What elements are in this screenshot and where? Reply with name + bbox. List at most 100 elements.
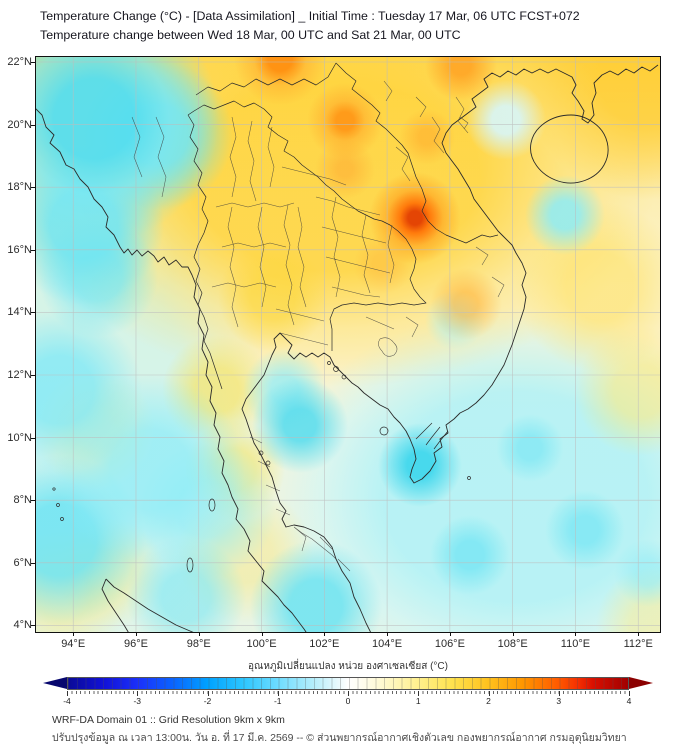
lat-tick-label: 4°N xyxy=(13,619,32,632)
province-boundaries xyxy=(131,80,505,572)
lon-tick-mark xyxy=(575,632,577,636)
phuket-island xyxy=(208,498,216,512)
lat-tick-mark xyxy=(31,124,35,126)
lon-tick-label: 100°E xyxy=(246,638,277,650)
colorbar-left-arrow xyxy=(43,677,67,689)
border-thailand-myanmar xyxy=(187,114,223,390)
lat-tick-mark xyxy=(31,62,35,63)
lat-tick-mark xyxy=(31,562,35,564)
footer-update-credit: ปรับปรุงข้อมูล ณ เวลา 13:00น. วัน อ. ที่… xyxy=(52,732,627,744)
lat-tick-mark xyxy=(31,437,35,439)
lon-tick-mark xyxy=(449,632,451,636)
graticule-gridlines xyxy=(36,57,660,632)
lon-tick-mark xyxy=(73,632,75,636)
samui-islet xyxy=(265,460,271,466)
coastline-sumatra xyxy=(101,578,194,632)
samui-islet xyxy=(258,450,264,456)
lat-tick-label: 22°N xyxy=(7,56,32,68)
lat-tick-mark xyxy=(31,312,35,314)
border-china-north xyxy=(195,62,337,96)
lon-tick-mark xyxy=(261,632,263,636)
lat-tick-label: 10°N xyxy=(7,431,32,444)
lat-tick-label: 12°N xyxy=(7,369,32,381)
colorbar-tick-value: 3 xyxy=(556,696,562,706)
lon-tick-label: 98°E xyxy=(186,638,211,650)
colorbar-tick-value: 4 xyxy=(626,696,632,706)
colorbar-tick-value: 2 xyxy=(486,696,491,706)
weh-island xyxy=(186,557,194,573)
coastline-gulf-vietnam-china xyxy=(241,64,659,632)
border-laos-vietnam xyxy=(335,62,499,244)
lon-tick-mark xyxy=(198,632,200,636)
lon-tick-label: 104°E xyxy=(372,638,403,650)
coastline-hainan-island xyxy=(530,114,609,184)
colorbar-gradient xyxy=(67,677,629,690)
lat-tick-label: 16°N xyxy=(7,243,32,256)
lat-tick-label: 6°N xyxy=(13,556,32,569)
lat-tick-mark xyxy=(31,625,35,627)
lat-tick-label: 20°N xyxy=(7,118,32,131)
mekong-delta-channels xyxy=(415,422,449,450)
lon-tick-label: 96°E xyxy=(123,638,148,650)
lon-tick-label: 108°E xyxy=(497,638,528,650)
lon-tick-mark xyxy=(512,632,514,636)
colorbar-major-tick xyxy=(207,691,209,696)
nicobar-islet xyxy=(56,503,60,507)
country-borders xyxy=(187,62,499,390)
colorbar-major-tick xyxy=(348,691,349,696)
coastline-borders xyxy=(36,64,659,632)
province-lines-isan-laos xyxy=(315,80,469,298)
lon-tick-mark xyxy=(324,632,326,636)
title-line-2: Temperature change between Wed 18 Mar, 0… xyxy=(40,28,461,42)
con-dao-islet xyxy=(467,476,471,480)
lon-tick-label: 110°E xyxy=(560,638,591,650)
small-islands xyxy=(52,361,471,573)
colorbar-tick-value: -1 xyxy=(273,696,282,706)
colorbar-right-arrow xyxy=(629,677,653,689)
province-lines-vietnam-cambodia xyxy=(365,116,505,338)
colorbar-major-tick xyxy=(629,691,630,696)
gulf-islet xyxy=(327,361,331,365)
lat-tick-mark xyxy=(31,375,35,376)
title-line-1: Temperature Change (°C) - [Data Assimila… xyxy=(40,9,580,23)
lat-tick-mark xyxy=(31,500,35,502)
temperature-change-field xyxy=(36,57,660,632)
coastline-myanmar-malay-west xyxy=(36,108,307,632)
phu-quoc-island xyxy=(379,426,389,436)
colorbar-major-tick xyxy=(488,691,490,696)
lat-tick-label: 14°N xyxy=(7,306,32,319)
province-lines-thailand xyxy=(211,116,347,346)
colorbar-major-tick xyxy=(67,691,68,696)
lat-tick-label: 18°N xyxy=(7,181,32,194)
koh-chang-islet xyxy=(333,366,339,372)
colorbar-major-tick xyxy=(558,691,560,696)
colorbar-tick-value: -2 xyxy=(203,696,212,706)
lat-tick-mark xyxy=(31,249,35,251)
lon-tick-mark xyxy=(387,632,389,636)
map-overlay-svg xyxy=(36,57,660,632)
colorbar-title: อุณหภูมิเปลี่ยนแปลง หน่วย องศาเซลเซียส (… xyxy=(248,661,448,672)
colorbar-tick-value: -3 xyxy=(133,696,142,706)
lon-tick-mark xyxy=(135,632,137,636)
nicobar-islet xyxy=(52,487,56,491)
tonle-sap-lake xyxy=(378,337,398,357)
koh-kong-islet xyxy=(341,374,347,380)
lon-tick-label: 94°E xyxy=(61,638,86,650)
lon-tick-label: 106°E xyxy=(434,638,465,650)
lon-tick-label: 102°E xyxy=(309,638,340,650)
colorbar-major-tick xyxy=(418,691,420,696)
colorbar-major-tick xyxy=(277,691,279,696)
colorbar-major-tick xyxy=(137,691,139,696)
lon-tick-mark xyxy=(638,632,640,636)
lon-tick-label: 112°E xyxy=(623,638,653,650)
title-block: Temperature Change (°C) - [Data Assimila… xyxy=(40,7,580,45)
map-plot-area xyxy=(35,56,661,633)
province-lines-myanmar xyxy=(131,116,167,198)
lat-tick-mark xyxy=(31,187,35,189)
nicobar-islet xyxy=(60,517,64,521)
footer-domain-info: WRF-DA Domain 01 :: Grid Resolution 9km … xyxy=(52,714,285,726)
colorbar-tick-value: -4 xyxy=(63,696,71,706)
province-lines-peninsula xyxy=(249,436,351,572)
colorbar-tick-value: 0 xyxy=(345,696,351,706)
